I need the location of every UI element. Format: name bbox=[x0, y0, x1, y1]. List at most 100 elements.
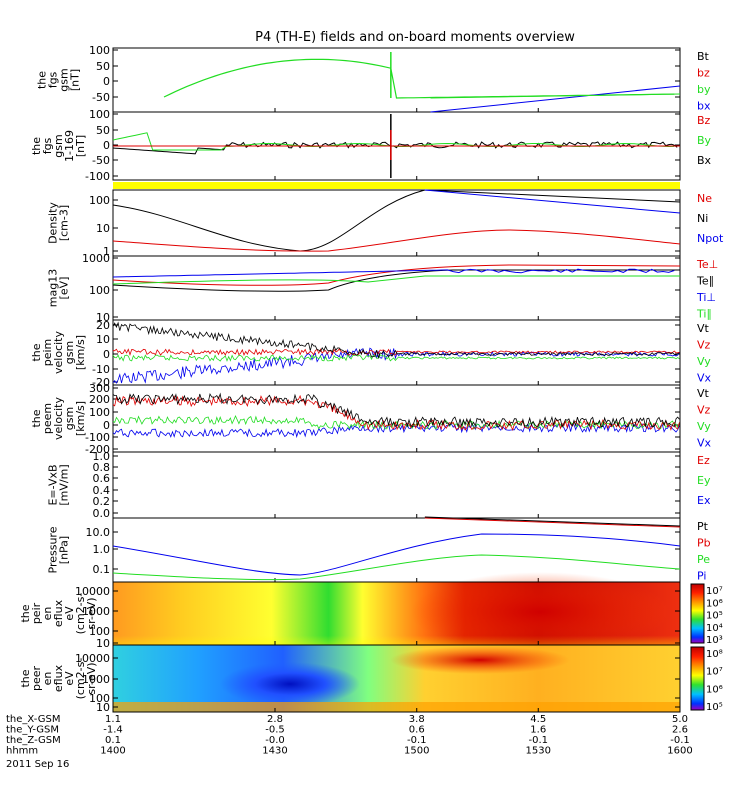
panel-temp: 1000 100 10 mag13[eV] Te⊥ Te∥ Ti⊥ Ti∥ bbox=[47, 252, 719, 324]
series-by-tail bbox=[430, 93, 681, 99]
y-tick-label: -50 bbox=[92, 154, 110, 167]
panel-frame bbox=[112, 189, 681, 257]
y-tick-label: 1000 bbox=[82, 605, 110, 618]
y-tick-label: -50 bbox=[92, 91, 110, 104]
series-vt bbox=[112, 321, 680, 359]
y-axis-label: peer bbox=[30, 666, 43, 692]
y-axis-label: the bbox=[30, 137, 43, 155]
legend-entry: By bbox=[697, 134, 712, 147]
y-axis-label: eflux bbox=[52, 664, 65, 692]
legend-entry: Te⊥ bbox=[696, 258, 718, 271]
quality-flag-bar bbox=[113, 182, 680, 189]
legend-entry: Bx bbox=[697, 154, 712, 167]
colorbar-label: 10⁷ bbox=[706, 586, 723, 597]
y-axis-label: peem bbox=[41, 403, 54, 434]
y-tick-label: 100 bbox=[89, 108, 110, 121]
y-tick-label: 100 bbox=[89, 692, 110, 705]
y-tick-label: 1000 bbox=[82, 673, 110, 686]
x-row-value: -0.5 bbox=[265, 725, 285, 736]
legend-entry: Ti∥ bbox=[696, 308, 712, 321]
x-row-value: -0.1 bbox=[407, 735, 427, 746]
x-row-label: the_Y-GSM bbox=[6, 725, 59, 736]
legend-entry: Ti⊥ bbox=[696, 291, 716, 304]
legend-entry: Vt bbox=[697, 387, 710, 400]
series-vx bbox=[112, 422, 680, 439]
legend-entry: Ey bbox=[697, 474, 711, 487]
y-tick-label: 100 bbox=[89, 44, 110, 57]
y-tick-label: 10000 bbox=[75, 585, 110, 598]
y-axis-label: the bbox=[19, 669, 32, 687]
legend-entry: bz bbox=[697, 67, 710, 80]
y-tick-label: 0 bbox=[103, 348, 110, 361]
y-axis-label: fgs bbox=[47, 71, 60, 88]
y-tick-label: 0.6 bbox=[93, 472, 111, 485]
x-row-value: 1.6 bbox=[530, 725, 546, 736]
y-tick-label: -200 bbox=[85, 443, 110, 456]
y-tick-label: 10000 bbox=[75, 652, 110, 665]
colorbar-label: 10⁴ bbox=[706, 623, 723, 634]
y-axis-label: eV bbox=[63, 671, 76, 686]
y-axis-label: [nT] bbox=[74, 135, 87, 157]
series-pt bbox=[424, 516, 681, 527]
legend-entry: Vy bbox=[697, 420, 711, 433]
series-ti-perp bbox=[112, 268, 675, 278]
velgsm-series bbox=[112, 392, 680, 439]
colorbar-label: 10⁵ bbox=[706, 702, 723, 713]
y-tick-label: 50 bbox=[96, 60, 110, 73]
legend-entry: Vy bbox=[697, 355, 711, 368]
y-tick-label: -20 bbox=[92, 376, 110, 389]
y-tick-label: 200 bbox=[89, 393, 110, 406]
y-tick-label: 10.0 bbox=[86, 526, 111, 539]
x-row-value: 0.6 bbox=[409, 725, 425, 736]
series-pi bbox=[112, 533, 681, 576]
pressure-series bbox=[112, 516, 681, 581]
legend-entry: Vz bbox=[697, 339, 711, 352]
y-tick-label: 10 bbox=[96, 637, 110, 650]
y-axis-label: [cm-3] bbox=[58, 205, 71, 241]
y-axis-label: en bbox=[41, 672, 54, 686]
figure-title: P4 (TH-E) fields and on-board moments ov… bbox=[255, 30, 575, 45]
electron-low-energy-band bbox=[113, 702, 680, 712]
y-axis-label: gsm bbox=[63, 407, 76, 430]
y-tick-label: 0.2 bbox=[93, 495, 111, 508]
y-axis-label: (cm2-s- bbox=[74, 593, 87, 635]
legend-entry: Bz bbox=[697, 114, 711, 127]
x-row-value: 1400 bbox=[100, 746, 125, 757]
legend-entry: Pe bbox=[697, 553, 710, 566]
fgs-series bbox=[163, 52, 681, 113]
y-tick-label: 10 bbox=[96, 311, 110, 324]
y-tick-label: -100 bbox=[85, 170, 110, 183]
series-ti-par bbox=[112, 275, 680, 285]
panel-frame bbox=[112, 384, 681, 453]
series-pe bbox=[112, 554, 681, 581]
colorbar-label: 10³ bbox=[706, 635, 723, 646]
series-npot bbox=[424, 189, 681, 214]
y-tick-label: 0.4 bbox=[93, 484, 111, 497]
density-series bbox=[112, 189, 681, 252]
colorbar-label: 10⁶ bbox=[706, 684, 723, 695]
legend-entry: Vx bbox=[697, 437, 712, 450]
y-tick-label: 10 bbox=[96, 222, 110, 235]
legend-entry: Ne bbox=[697, 192, 712, 205]
legend-entry: Bt bbox=[697, 50, 710, 63]
x-row-value: 1500 bbox=[404, 746, 429, 757]
legend-entry: Ez bbox=[697, 454, 710, 467]
y-axis-label: peim bbox=[41, 339, 54, 367]
y-axis-label: en bbox=[41, 607, 54, 621]
y-axis-label: 1-169 bbox=[63, 130, 76, 162]
fgl-series bbox=[112, 114, 680, 178]
series-ne bbox=[112, 229, 681, 252]
x-row-value: 1430 bbox=[262, 746, 287, 757]
x-row-label: the_Z-GSM bbox=[6, 735, 61, 746]
y-axis-label: [km/s] bbox=[74, 401, 87, 436]
y-tick-label: 100 bbox=[89, 625, 110, 638]
series-bx bbox=[430, 85, 681, 113]
legend-entry: Pt bbox=[697, 520, 709, 533]
y-axis-label: Density bbox=[47, 202, 60, 244]
y-tick-label: 1000 bbox=[82, 252, 110, 265]
